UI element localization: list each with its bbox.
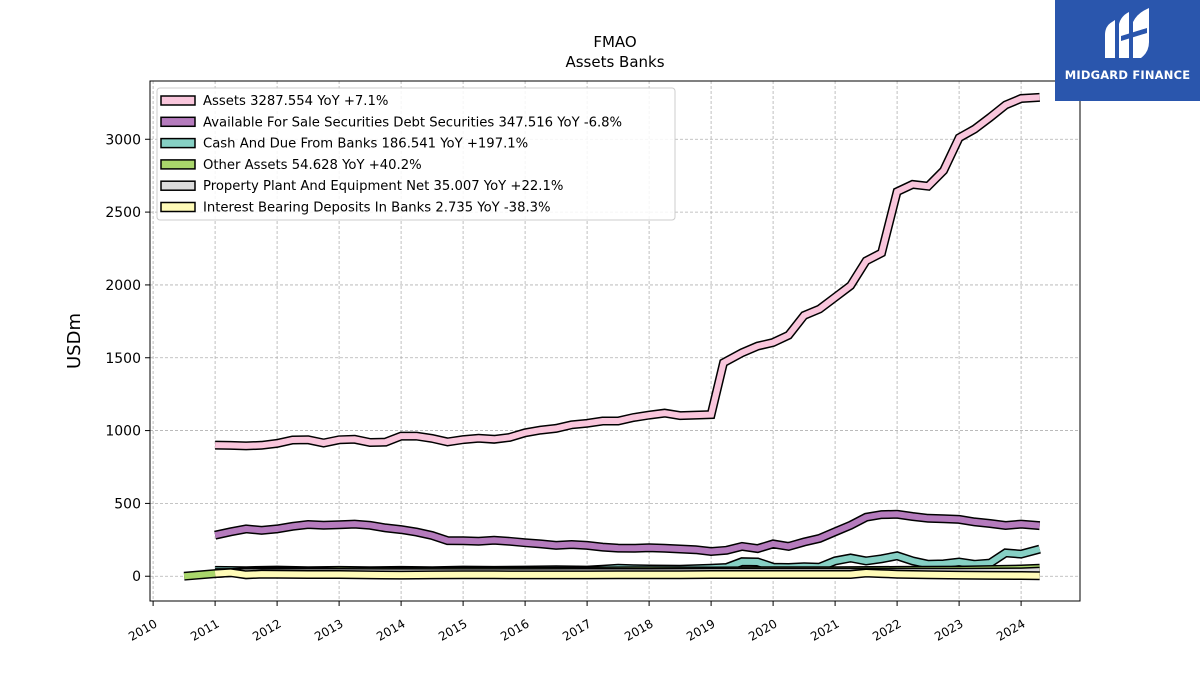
x-ticks: 2010 2011 2012 2013 2014 2015 2016 2017 2018 2019…: [126, 601, 1028, 644]
legend: Assets 3287.554 YoY +7.1% Available For S…: [156, 87, 676, 221]
x-tick-label: 2014: [374, 616, 407, 643]
plot-frame: [149, 80, 1081, 602]
chart-subtitle: Assets Banks: [565, 53, 664, 71]
chart-title: FMAO: [593, 33, 636, 51]
x-tick-label: 2010: [126, 616, 159, 643]
legend-swatch: [160, 180, 196, 191]
legend-swatch: [160, 159, 196, 170]
series-lines: [183, 92, 1041, 581]
y-tick-label: 2000: [105, 278, 141, 294]
legend-entry: Available For Sale Securities Debt Secur…: [203, 115, 622, 130]
x-tick-label: 2016: [498, 616, 531, 643]
brand-logo: MIDGARD FINANCE: [1055, 0, 1200, 101]
legend-entry: Property Plant And Equipment Net 35.007 …: [203, 179, 563, 194]
y-tick-label: 500: [114, 496, 141, 512]
x-tick-label: 2020: [746, 616, 779, 643]
x-tick-label: 2021: [808, 616, 841, 643]
x-tick-label: 2019: [684, 616, 717, 643]
x-tick-label: 2011: [188, 616, 221, 643]
x-tick-label: 2018: [622, 616, 655, 643]
legend-entry: Other Assets 54.628 YoY +40.2%: [203, 158, 422, 173]
legend-box: [156, 87, 676, 221]
legend-entry: Assets 3287.554 YoY +7.1%: [203, 94, 388, 109]
x-tick-label: 2012: [250, 616, 283, 643]
legend-swatch: [160, 201, 196, 213]
series-5: [214, 568, 1040, 581]
series-line: [215, 94, 1040, 449]
y-tick-label: 0: [132, 569, 141, 585]
series-1: [214, 509, 1041, 557]
y-axis-label: USDm: [64, 313, 85, 369]
brand-name: MIDGARD FINANCE: [1064, 68, 1191, 82]
y-ticks: 0 500 1000 1500 2000 2500 3000: [105, 132, 150, 585]
legend-entry: Cash And Due From Banks 186.541 YoY +197…: [203, 137, 528, 152]
x-tick-label: 2024: [994, 616, 1027, 643]
legend-swatch: [160, 137, 196, 149]
legend-swatch: [160, 95, 196, 106]
y-tick-label: 1000: [105, 424, 141, 440]
series-line: [214, 511, 1040, 555]
y-tick-label: 2500: [105, 205, 141, 221]
legend-entry: Interest Bearing Deposits In Banks 2.735…: [203, 201, 551, 216]
x-tick-label: 2013: [312, 616, 345, 643]
x-tick-label: 2022: [870, 616, 903, 643]
y-tick-label: 1500: [105, 351, 141, 367]
x-tick-label: 2023: [932, 616, 965, 643]
x-tick-label: 2017: [560, 616, 593, 643]
series-line: [214, 569, 1040, 579]
x-tick-label: 2015: [436, 616, 469, 643]
series-0: [215, 92, 1040, 451]
brand-mark-icon: [1105, 8, 1149, 58]
y-tick-label: 3000: [105, 132, 141, 148]
legend-swatch: [160, 116, 196, 128]
